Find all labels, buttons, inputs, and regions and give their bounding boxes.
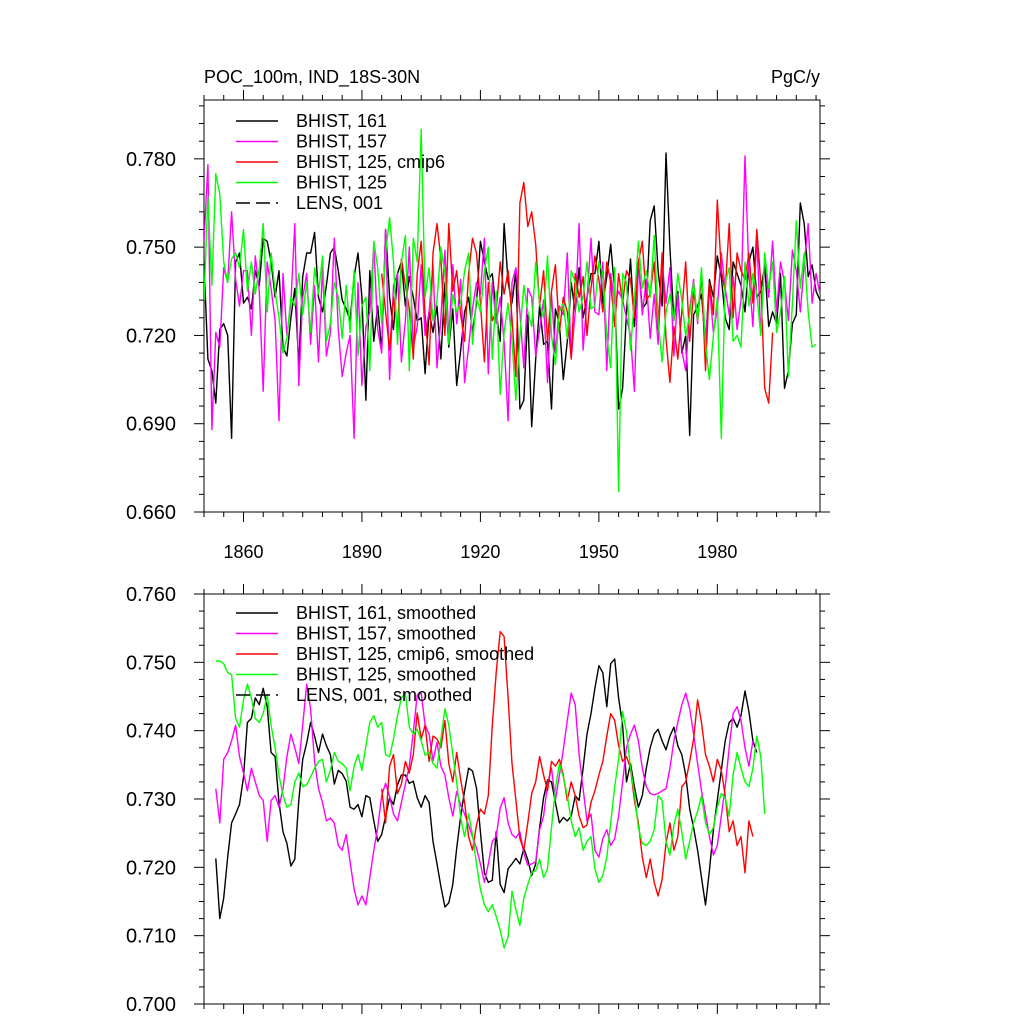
y-tick-label: 0.780 (126, 149, 176, 171)
legend-label: BHIST, 125 (296, 173, 387, 193)
series-line (204, 128, 817, 493)
series-line (381, 630, 754, 897)
top-panel: 1860 1890 1920 1950 1980 0.660 0.690 0.720 0.750… (126, 90, 830, 562)
legend-label: LENS, 001 (296, 193, 383, 213)
series-line (204, 152, 820, 440)
legend-label: BHIST, 161 (296, 111, 387, 131)
legend-label: LENS, 001, smoothed (296, 685, 472, 705)
chart-title: POC_100m, IND_18S-30N (204, 67, 420, 88)
legend-label: BHIST, 157 (296, 132, 387, 152)
legend-label: BHIST, 125, smoothed (296, 665, 476, 685)
x-tick-label: 1860 (223, 542, 263, 562)
legend-label: BHIST, 125, cmip6, smoothed (296, 644, 534, 664)
bottom-series-group (215, 630, 766, 949)
legend-label: BHIST, 157, smoothed (296, 624, 476, 644)
bottom-panel: 0.700 0.710 0.720 0.730 0.740 0.750 0.760 BHIST… (126, 584, 830, 1016)
y-tick-label: 0.760 (126, 584, 176, 606)
y-tick-label: 0.690 (126, 414, 176, 436)
series-line (215, 683, 754, 906)
x-tick-label: 1950 (579, 542, 619, 562)
y-tick-label: 0.710 (126, 926, 176, 948)
y-tick-label: 0.720 (126, 857, 176, 879)
top-series-group (204, 128, 820, 493)
series-line (215, 660, 766, 949)
x-tick-label: 1980 (697, 542, 737, 562)
top-plot-frame (203, 99, 821, 513)
chart-units: PgC/y (771, 67, 820, 87)
series-line (381, 181, 774, 404)
y-tick-label: 0.700 (126, 994, 176, 1016)
y-tick-label: 0.660 (126, 502, 176, 524)
y-tick-label: 0.720 (126, 325, 176, 347)
y-tick-label: 0.750 (126, 237, 176, 259)
y-tick-label: 0.740 (126, 721, 176, 743)
series-line (215, 658, 758, 920)
legend-label: BHIST, 161, smoothed (296, 603, 476, 623)
y-tick-label: 0.730 (126, 789, 176, 811)
x-tick-label: 1920 (460, 542, 500, 562)
y-tick-label: 0.750 (126, 652, 176, 674)
x-tick-label: 1890 (342, 542, 382, 562)
legend-label: BHIST, 125, cmip6 (296, 152, 445, 172)
